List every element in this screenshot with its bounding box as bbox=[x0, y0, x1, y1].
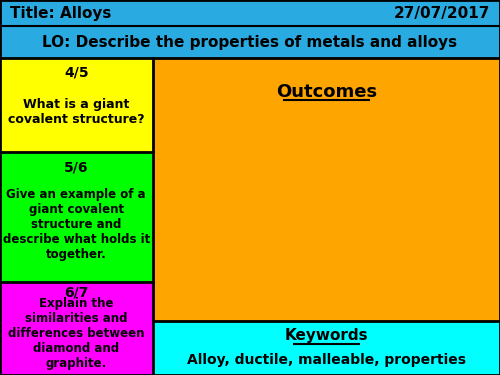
Text: Outcomes: Outcomes bbox=[276, 83, 377, 101]
Bar bbox=[152, 321, 500, 375]
Text: 27/07/2017: 27/07/2017 bbox=[394, 6, 490, 21]
Text: Alloy, ductile, malleable, properties: Alloy, ductile, malleable, properties bbox=[187, 353, 466, 367]
Bar bbox=[0, 0, 500, 58]
Text: Keywords: Keywords bbox=[284, 328, 368, 344]
Bar bbox=[0, 152, 152, 282]
Text: What is a giant
covalent structure?: What is a giant covalent structure? bbox=[8, 98, 144, 126]
Text: Title: Alloys: Title: Alloys bbox=[10, 6, 112, 21]
Text: 5/6: 5/6 bbox=[64, 160, 88, 174]
Text: LO: Describe the properties of metals and alloys: LO: Describe the properties of metals an… bbox=[42, 34, 458, 50]
Text: Explain the
similarities and
differences between
diamond and
graphite.: Explain the similarities and differences… bbox=[8, 297, 144, 370]
Bar bbox=[0, 282, 152, 375]
Bar bbox=[152, 58, 500, 321]
Text: 4/5: 4/5 bbox=[64, 65, 88, 79]
Text: 6/7: 6/7 bbox=[64, 286, 88, 300]
Text: Give an example of a
giant covalent
structure and
describe what holds it
togethe: Give an example of a giant covalent stru… bbox=[2, 188, 150, 261]
Bar bbox=[0, 58, 152, 152]
